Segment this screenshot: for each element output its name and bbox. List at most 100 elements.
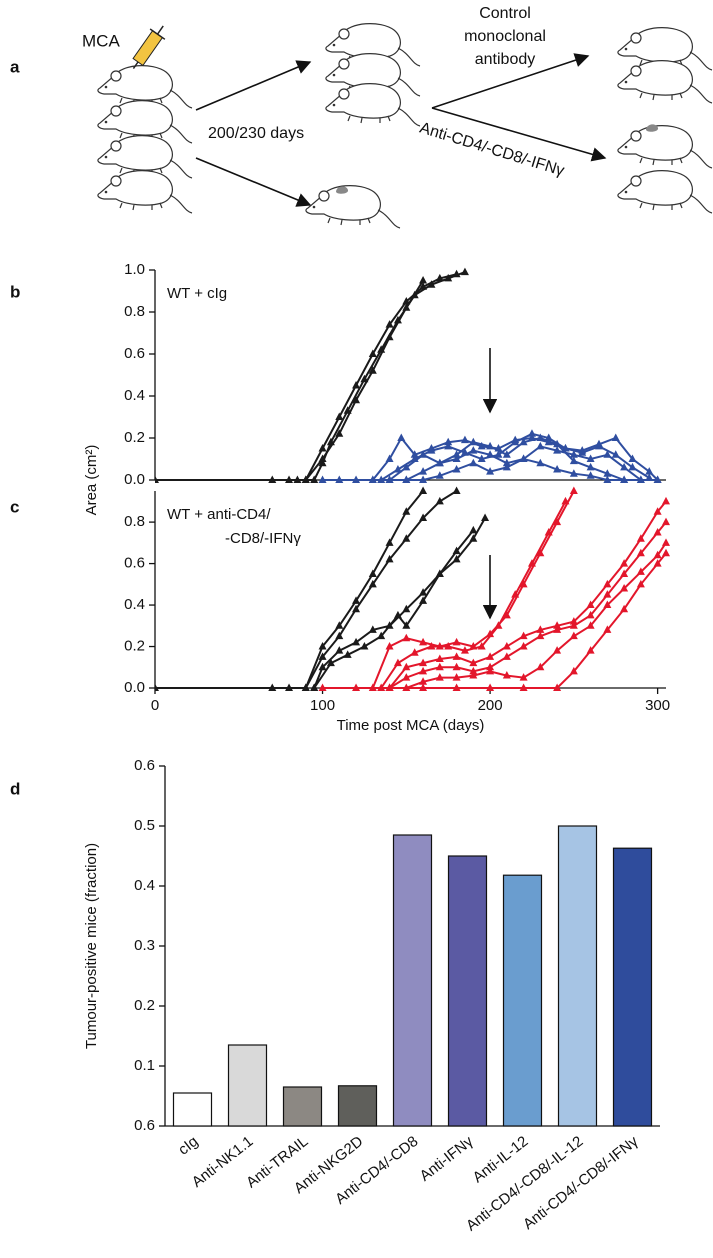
marker	[385, 320, 394, 328]
bar	[227, 1044, 268, 1127]
marker	[469, 666, 478, 675]
marker	[553, 465, 562, 473]
marker	[536, 458, 545, 467]
marker	[603, 579, 612, 588]
marker	[536, 433, 545, 441]
marker	[427, 446, 436, 454]
marker	[435, 673, 444, 681]
marker	[385, 454, 394, 462]
x-tick-label: 200	[478, 697, 503, 714]
marker	[477, 441, 486, 450]
marker	[368, 366, 377, 374]
marker	[435, 273, 444, 282]
bar	[557, 825, 598, 1127]
x-tick-label: 0	[151, 697, 159, 714]
marker	[385, 475, 394, 483]
marker	[486, 652, 495, 660]
series-line	[388, 500, 667, 689]
marker	[519, 631, 528, 640]
marker	[477, 454, 486, 462]
arrow	[431, 107, 607, 162]
marker	[385, 683, 394, 691]
bar	[282, 1086, 323, 1127]
marker	[636, 567, 645, 575]
marker	[368, 569, 377, 577]
treatment-label: Anti-CD4/-CD8/-IFNγ	[418, 120, 567, 180]
y-tick-label: 0.6	[124, 345, 145, 362]
marker	[502, 652, 511, 660]
marker	[419, 677, 428, 685]
mice-middle	[305, 22, 421, 229]
marker	[578, 448, 587, 456]
marker	[494, 621, 503, 629]
marker	[335, 621, 344, 629]
marker	[519, 454, 528, 462]
marker	[502, 450, 511, 458]
marker	[586, 610, 595, 619]
marker	[268, 683, 277, 691]
marker	[419, 513, 428, 521]
marker	[419, 596, 428, 604]
marker	[536, 625, 545, 633]
marker	[397, 433, 406, 441]
y-axis-label: Tumour-positive mice (fraction)	[83, 843, 100, 1049]
marker	[352, 683, 361, 691]
marker	[444, 642, 453, 650]
marker	[335, 429, 344, 437]
marker	[620, 604, 629, 613]
marker	[611, 433, 620, 441]
marker	[310, 475, 319, 483]
marker	[435, 654, 444, 662]
marker	[469, 446, 478, 454]
marker	[452, 683, 461, 691]
marker	[603, 625, 612, 633]
marker	[402, 462, 411, 471]
marker	[662, 517, 670, 526]
marker	[402, 303, 411, 311]
marker	[368, 475, 377, 483]
marker	[444, 441, 453, 450]
marker	[519, 642, 528, 650]
marker	[377, 631, 386, 640]
marker	[536, 441, 545, 450]
bar	[337, 1085, 378, 1127]
marker	[569, 450, 578, 458]
y-tick-label: 0.8	[124, 303, 145, 320]
marker	[352, 637, 361, 646]
marker	[402, 633, 411, 642]
marker	[352, 604, 361, 613]
marker	[553, 621, 562, 629]
marker	[335, 631, 344, 640]
marker	[477, 642, 486, 650]
marker	[155, 683, 159, 691]
marker	[519, 579, 528, 588]
marker	[419, 666, 428, 675]
mice-start	[97, 64, 193, 214]
marker	[452, 465, 461, 473]
marker	[352, 596, 361, 604]
y-tick-label: 0.8	[124, 513, 145, 530]
marker	[636, 475, 645, 483]
marker	[452, 554, 461, 563]
marker	[427, 642, 436, 650]
marker	[310, 683, 319, 691]
marker	[419, 588, 428, 596]
marker	[402, 475, 411, 483]
marker	[419, 658, 428, 667]
marker	[402, 604, 411, 613]
panel-label: b	[10, 282, 20, 301]
marker	[486, 666, 495, 675]
marker	[653, 475, 662, 483]
marker	[494, 450, 503, 458]
annotation: -CD8/-IFNγ	[225, 530, 301, 547]
y-tick-label: 0.0	[124, 679, 145, 696]
marker	[586, 471, 595, 479]
y-tick-label: 0.5	[134, 817, 155, 834]
marker	[636, 579, 645, 588]
marker	[486, 662, 495, 671]
marker	[553, 683, 562, 691]
marker	[502, 671, 511, 679]
marker	[385, 642, 394, 650]
marker	[511, 437, 520, 446]
